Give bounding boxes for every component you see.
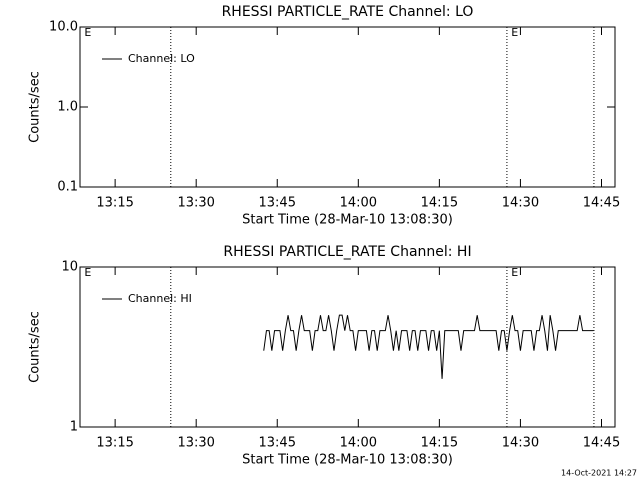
x-axis-label: Start Time (28-Mar-10 13:08:30) <box>242 213 453 228</box>
y-tick-label: 10 <box>61 260 78 275</box>
x-tick-label: 14:30 <box>502 436 539 451</box>
x-tick-label: 14:15 <box>421 436 458 451</box>
legend-label: Channel: HI <box>128 292 192 305</box>
data-line <box>263 314 594 379</box>
annotation: E <box>511 26 518 39</box>
y-tick-label: 1 <box>70 420 78 435</box>
x-tick-label: 14:15 <box>421 196 458 211</box>
chart-title: RHESSI PARTICLE_RATE Channel: LO <box>222 4 474 20</box>
annotation: E <box>511 266 518 279</box>
y-axis-label: Counts/sec <box>28 71 43 143</box>
x-tick-label: 13:45 <box>259 196 296 211</box>
x-tick-label: 14:00 <box>340 436 377 451</box>
plot-frame <box>79 266 616 428</box>
x-tick-label: 14:45 <box>583 196 620 211</box>
y-tick-label: 1.0 <box>57 100 78 115</box>
x-tick-label: 14:30 <box>502 196 539 211</box>
y-tick-label: 10.0 <box>49 20 78 35</box>
x-tick-label: 14:45 <box>583 436 620 451</box>
x-tick-label: 13:30 <box>177 196 214 211</box>
legend-label: Channel: LO <box>128 52 195 65</box>
annotation: E <box>84 26 91 39</box>
x-axis-label: Start Time (28-Mar-10 13:08:30) <box>242 453 453 468</box>
plot-frame <box>79 26 616 188</box>
x-tick-label: 13:15 <box>96 196 133 211</box>
chart-title: RHESSI PARTICLE_RATE Channel: HI <box>223 244 471 260</box>
footer: 14-Oct-2021 14:27 <box>561 469 637 478</box>
x-tick-label: 13:30 <box>177 436 214 451</box>
y-tick-label: 0.1 <box>57 180 78 195</box>
y-axis-label: Counts/sec <box>28 311 43 383</box>
annotation: E <box>84 266 91 279</box>
x-tick-label: 13:45 <box>259 436 296 451</box>
x-tick-label: 13:15 <box>96 436 133 451</box>
x-tick-label: 14:00 <box>340 196 377 211</box>
